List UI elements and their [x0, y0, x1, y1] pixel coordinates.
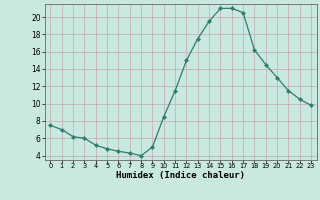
X-axis label: Humidex (Indice chaleur): Humidex (Indice chaleur) — [116, 171, 245, 180]
